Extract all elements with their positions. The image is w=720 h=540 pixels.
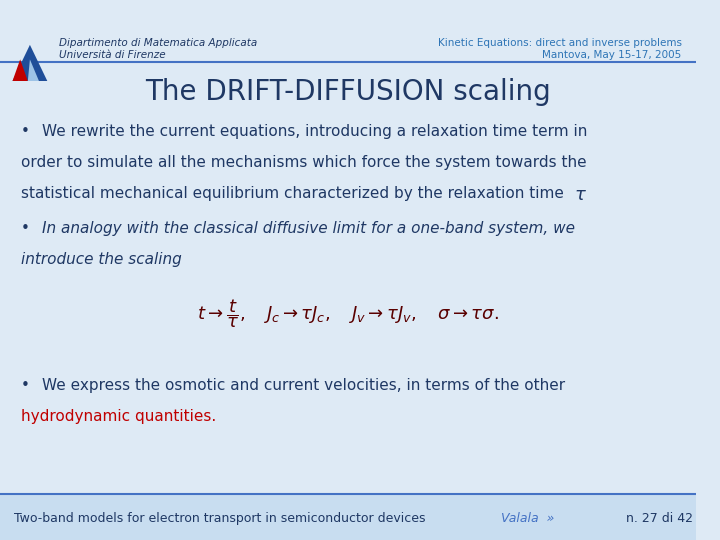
Text: The DRIFT-DIFFUSION scaling: The DRIFT-DIFFUSION scaling <box>145 78 551 106</box>
Text: Dipartimento di Matematica Applicata: Dipartimento di Matematica Applicata <box>59 38 257 48</box>
FancyBboxPatch shape <box>0 494 696 540</box>
Polygon shape <box>12 59 28 81</box>
Text: introduce the scaling: introduce the scaling <box>21 252 181 267</box>
Text: Università di Firenze: Università di Firenze <box>59 50 166 60</box>
Text: We rewrite the current equations, introducing a relaxation time term in: We rewrite the current equations, introd… <box>42 124 587 139</box>
Text: In analogy with the classical diffusive limit for a one-band system, we: In analogy with the classical diffusive … <box>42 221 575 237</box>
Text: $\tau$: $\tau$ <box>574 186 587 204</box>
Text: •: • <box>21 221 30 237</box>
Text: Valala  »: Valala » <box>501 512 554 525</box>
Text: hydrodynamic quantities.: hydrodynamic quantities. <box>21 409 216 424</box>
Text: •: • <box>21 378 30 393</box>
Text: Two-band models for electron transport in semiconductor devices: Two-band models for electron transport i… <box>14 512 426 525</box>
Text: Mantova, May 15-17, 2005: Mantova, May 15-17, 2005 <box>542 50 682 60</box>
Text: We express the osmotic and current velocities, in terms of the other: We express the osmotic and current veloc… <box>42 378 565 393</box>
Text: Kinetic Equations: direct and inverse problems: Kinetic Equations: direct and inverse pr… <box>438 38 682 48</box>
Polygon shape <box>28 59 39 81</box>
FancyBboxPatch shape <box>0 0 696 62</box>
Text: $t \rightarrow \dfrac{t}{\tau},\quad J_c \rightarrow \tau J_c,\quad J_v \rightar: $t \rightarrow \dfrac{t}{\tau},\quad J_c… <box>197 297 499 329</box>
Text: order to simulate all the mechanisms which force the system towards the: order to simulate all the mechanisms whi… <box>21 155 587 170</box>
Text: •: • <box>21 124 30 139</box>
Text: n. 27 di 42: n. 27 di 42 <box>626 512 693 525</box>
Text: statistical mechanical equilibrium characterized by the relaxation time: statistical mechanical equilibrium chara… <box>21 186 564 201</box>
Polygon shape <box>12 45 48 81</box>
